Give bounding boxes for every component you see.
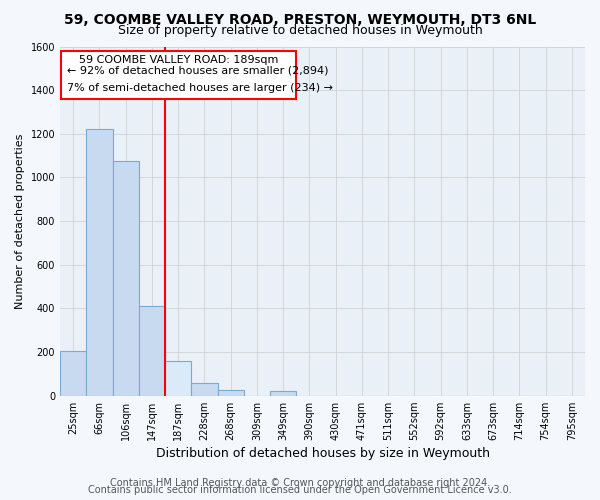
Bar: [86, 130, 113, 396]
Text: Size of property relative to detached houses in Weymouth: Size of property relative to detached ho…: [118, 24, 482, 37]
Bar: [270, 392, 296, 396]
FancyBboxPatch shape: [61, 51, 296, 99]
Bar: [165, 361, 191, 396]
X-axis label: Distribution of detached houses by size in Weymouth: Distribution of detached houses by size …: [155, 447, 490, 460]
Y-axis label: Number of detached properties: Number of detached properties: [15, 134, 25, 309]
Text: 59 COOMBE VALLEY ROAD: 189sqm: 59 COOMBE VALLEY ROAD: 189sqm: [79, 54, 278, 64]
Text: ← 92% of detached houses are smaller (2,894): ← 92% of detached houses are smaller (2,…: [67, 66, 328, 76]
Bar: [191, 383, 218, 396]
Bar: [139, 306, 165, 396]
Text: Contains HM Land Registry data © Crown copyright and database right 2024.: Contains HM Land Registry data © Crown c…: [110, 478, 490, 488]
Bar: [218, 390, 244, 396]
Bar: [60, 351, 86, 396]
Bar: [113, 161, 139, 396]
Text: 59, COOMBE VALLEY ROAD, PRESTON, WEYMOUTH, DT3 6NL: 59, COOMBE VALLEY ROAD, PRESTON, WEYMOUT…: [64, 12, 536, 26]
Text: 7% of semi-detached houses are larger (234) →: 7% of semi-detached houses are larger (2…: [67, 83, 332, 93]
Text: Contains public sector information licensed under the Open Government Licence v3: Contains public sector information licen…: [88, 485, 512, 495]
